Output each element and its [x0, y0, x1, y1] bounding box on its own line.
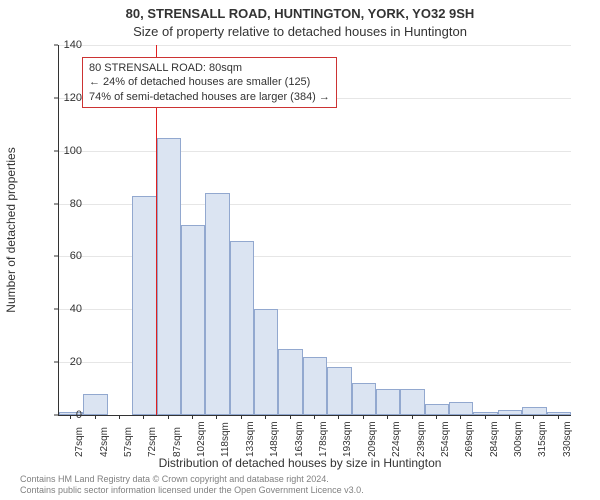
annotation-box: 80 STRENSALL ROAD: 80sqm ← 24% of detach… [82, 57, 337, 108]
y-tick-mark [54, 415, 58, 416]
y-tick-mark [54, 362, 58, 363]
histogram-bar [425, 404, 449, 415]
x-tick-label: 284sqm [489, 421, 500, 457]
x-tick-label: 315sqm [537, 421, 548, 457]
x-tick-mark [290, 415, 291, 419]
x-tick-label: 118sqm [220, 422, 231, 457]
histogram-bar [376, 389, 400, 415]
x-tick-mark [119, 415, 120, 419]
annotation-line-2: ← 24% of detached houses are smaller (12… [89, 75, 330, 89]
y-tick-mark [54, 97, 58, 98]
x-tick-label: 72sqm [147, 427, 158, 457]
histogram-bar [449, 402, 473, 415]
y-tick-mark [54, 203, 58, 204]
x-tick-mark [168, 415, 169, 419]
x-tick-label: 163sqm [294, 421, 305, 457]
footer-line-2: Contains public sector information licen… [20, 485, 364, 496]
x-tick-mark [460, 415, 461, 419]
y-tick-mark [54, 150, 58, 151]
x-tick-label: 133sqm [245, 421, 256, 457]
histogram-bar [205, 193, 229, 415]
x-tick-label: 57sqm [123, 427, 134, 457]
x-tick-label: 269sqm [464, 421, 475, 457]
x-tick-mark [558, 415, 559, 419]
histogram-bar [303, 357, 327, 415]
x-tick-label: 239sqm [416, 421, 427, 457]
histogram-bar [547, 412, 571, 415]
x-tick-mark [314, 415, 315, 419]
chart-title-main: 80, STRENSALL ROAD, HUNTINGTON, YORK, YO… [0, 6, 600, 21]
annotation-line-1: 80 STRENSALL ROAD: 80sqm [89, 61, 330, 75]
x-tick-label: 148sqm [269, 421, 280, 457]
y-axis-label: Number of detached properties [4, 147, 18, 312]
x-tick-label: 27sqm [74, 427, 85, 457]
x-tick-label: 209sqm [367, 421, 378, 457]
chart-container: 80, STRENSALL ROAD, HUNTINGTON, YORK, YO… [0, 0, 600, 500]
histogram-bar [522, 407, 546, 415]
x-tick-mark [95, 415, 96, 419]
histogram-bar [327, 367, 351, 415]
histogram-bar [132, 196, 156, 415]
x-tick-label: 254sqm [440, 421, 451, 457]
x-tick-label: 224sqm [391, 421, 402, 457]
x-tick-label: 330sqm [562, 421, 573, 457]
x-tick-label: 87sqm [172, 427, 183, 457]
footer-line-1: Contains HM Land Registry data © Crown c… [20, 474, 364, 485]
x-tick-mark [192, 415, 193, 419]
x-tick-mark [216, 415, 217, 419]
x-tick-label: 42sqm [99, 427, 110, 457]
y-tick-mark [54, 309, 58, 310]
x-tick-mark [363, 415, 364, 419]
x-tick-mark [509, 415, 510, 419]
histogram-bar [230, 241, 254, 415]
histogram-bar [400, 389, 424, 415]
x-tick-mark [143, 415, 144, 419]
x-tick-label: 193sqm [342, 421, 353, 457]
histogram-bar [254, 309, 278, 415]
histogram-bar [83, 394, 107, 415]
x-tick-mark [241, 415, 242, 419]
x-tick-mark [387, 415, 388, 419]
chart-title-sub: Size of property relative to detached ho… [0, 24, 600, 39]
x-tick-mark [533, 415, 534, 419]
footer-credits: Contains HM Land Registry data © Crown c… [20, 474, 364, 496]
y-tick-mark [54, 256, 58, 257]
x-tick-mark [485, 415, 486, 419]
histogram-bar [352, 383, 376, 415]
histogram-bar [181, 225, 205, 415]
x-tick-mark [436, 415, 437, 419]
x-tick-label: 178sqm [318, 421, 329, 457]
x-axis-label: Distribution of detached houses by size … [0, 456, 600, 470]
annotation-line-3: 74% of semi-detached houses are larger (… [89, 90, 330, 104]
gridline [59, 45, 571, 46]
x-tick-label: 300sqm [513, 421, 524, 457]
y-tick-mark [54, 45, 58, 46]
x-tick-mark [70, 415, 71, 419]
histogram-bar [473, 412, 497, 415]
x-tick-mark [338, 415, 339, 419]
histogram-bar [278, 349, 302, 415]
x-tick-mark [412, 415, 413, 419]
histogram-bar [157, 138, 181, 416]
x-tick-label: 102sqm [196, 421, 207, 457]
x-tick-mark [265, 415, 266, 419]
gridline [59, 151, 571, 152]
